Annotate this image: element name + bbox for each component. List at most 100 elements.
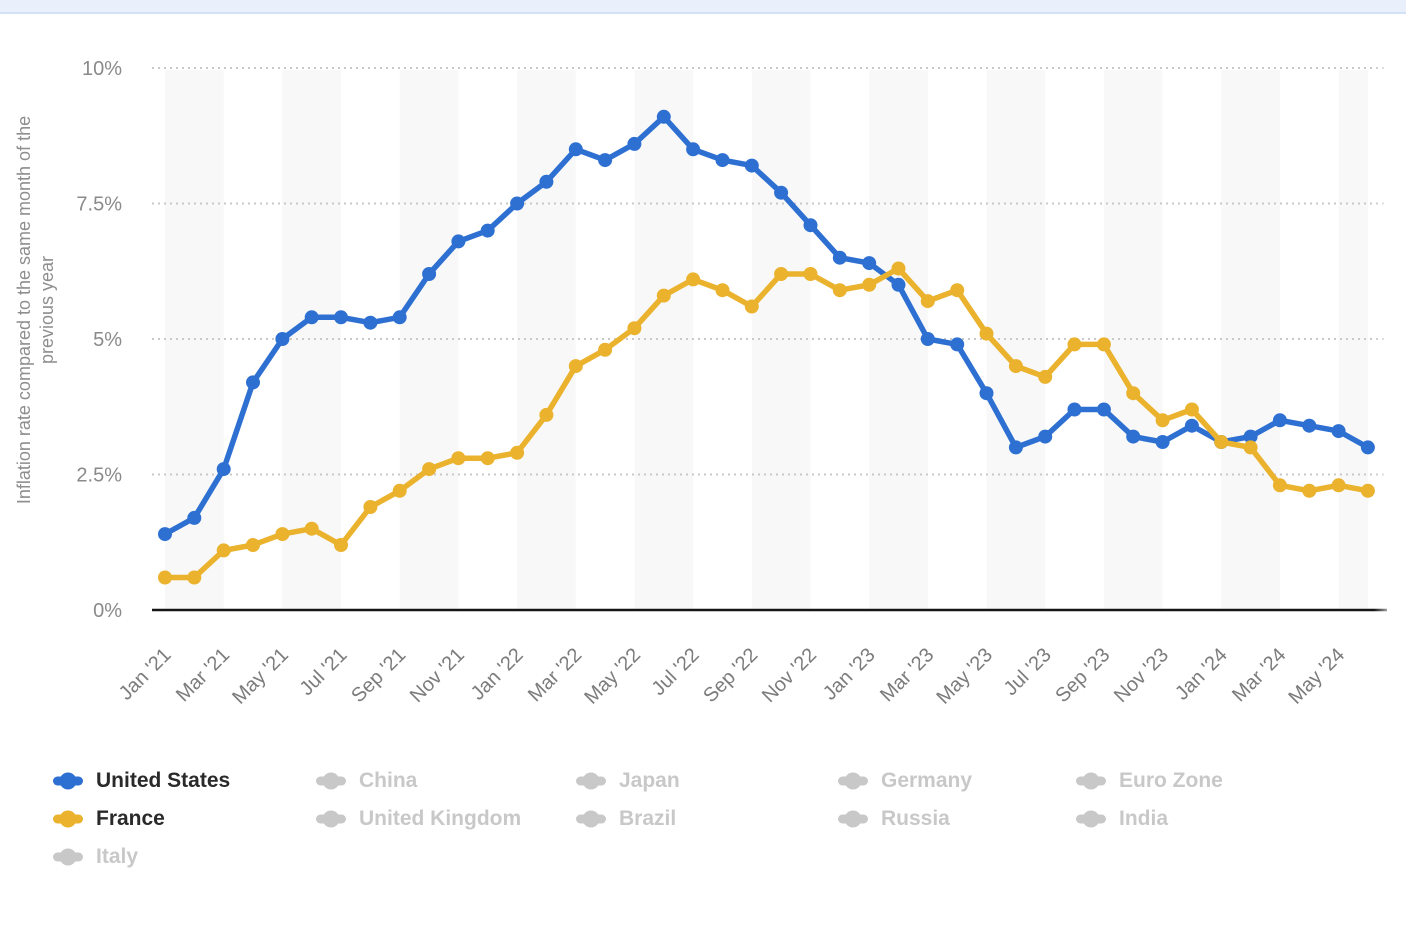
france-point[interactable] xyxy=(627,321,642,336)
france-point[interactable] xyxy=(568,359,583,374)
united-states-point[interactable] xyxy=(1038,429,1053,444)
legend-item-united-kingdom[interactable]: United Kingdom xyxy=(315,806,521,832)
legend-item-france[interactable]: France xyxy=(52,806,165,832)
united-states-point[interactable] xyxy=(1067,402,1082,417)
france-point[interactable] xyxy=(1331,478,1346,493)
legend-item-china[interactable]: China xyxy=(315,768,417,794)
france-point[interactable] xyxy=(1272,478,1287,493)
france-point[interactable] xyxy=(363,500,378,514)
france-point[interactable] xyxy=(275,527,290,542)
united-states-point[interactable] xyxy=(1360,440,1375,455)
france-point[interactable] xyxy=(1155,413,1170,428)
france-point[interactable] xyxy=(1038,369,1053,384)
legend-item-india[interactable]: India xyxy=(1075,806,1168,832)
france-point[interactable] xyxy=(158,570,172,585)
united-states-point[interactable] xyxy=(891,277,906,292)
united-states-point[interactable] xyxy=(1184,418,1199,433)
france-point[interactable] xyxy=(832,283,847,298)
france-point[interactable] xyxy=(1214,435,1229,449)
france-point[interactable] xyxy=(451,451,466,466)
united-states-point[interactable] xyxy=(1302,418,1317,433)
united-states-point[interactable] xyxy=(715,153,730,168)
france-point[interactable] xyxy=(1184,402,1199,417)
united-states-point[interactable] xyxy=(568,142,583,157)
france-point[interactable] xyxy=(539,407,554,422)
united-states-point[interactable] xyxy=(1243,429,1258,444)
united-states-point[interactable] xyxy=(774,185,789,200)
legend-item-united-states[interactable]: United States xyxy=(52,768,230,794)
united-states-point[interactable] xyxy=(510,196,525,211)
united-states-point[interactable] xyxy=(246,375,260,390)
france-point[interactable] xyxy=(334,538,348,552)
united-states-point[interactable] xyxy=(304,310,319,325)
united-states-point[interactable] xyxy=(627,136,642,151)
france-point[interactable] xyxy=(1360,483,1375,498)
france-point[interactable] xyxy=(1096,337,1111,352)
legend-item-italy[interactable]: Italy xyxy=(52,844,138,870)
france-point[interactable] xyxy=(1126,386,1141,401)
france-point[interactable] xyxy=(392,483,407,498)
united-states-point[interactable] xyxy=(1008,440,1023,455)
united-states-point[interactable] xyxy=(275,332,290,346)
france-point[interactable] xyxy=(950,283,965,298)
united-states-point[interactable] xyxy=(158,527,172,542)
united-states-point[interactable] xyxy=(1096,402,1111,417)
legend-label: Italy xyxy=(96,845,139,868)
france-point[interactable] xyxy=(744,299,759,314)
united-states-point[interactable] xyxy=(686,142,701,157)
france-point[interactable] xyxy=(1067,337,1082,352)
united-states-point[interactable] xyxy=(363,315,378,330)
france-point[interactable] xyxy=(774,267,789,281)
france-point[interactable] xyxy=(920,294,935,309)
united-states-point[interactable] xyxy=(187,510,202,525)
france-point[interactable] xyxy=(216,543,231,558)
france-point[interactable] xyxy=(656,288,671,303)
france-point[interactable] xyxy=(1008,359,1023,374)
legend-item-brazil[interactable]: Brazil xyxy=(575,806,676,832)
series-united-states[interactable] xyxy=(158,109,1375,542)
united-states-point[interactable] xyxy=(392,310,407,325)
united-states-point[interactable] xyxy=(422,267,437,281)
united-states-point[interactable] xyxy=(1331,424,1346,439)
legend-item-russia[interactable]: Russia xyxy=(837,806,950,832)
united-states-point[interactable] xyxy=(950,337,965,352)
united-states-point[interactable] xyxy=(216,462,231,477)
legend-item-japan[interactable]: Japan xyxy=(575,768,680,794)
france-point[interactable] xyxy=(979,326,994,341)
legend-marker-icon xyxy=(53,810,83,828)
x-tick-label: May '22 xyxy=(580,644,645,709)
series-france[interactable] xyxy=(158,261,1375,585)
france-point[interactable] xyxy=(891,261,906,276)
france-point[interactable] xyxy=(187,570,202,585)
france-point[interactable] xyxy=(803,267,818,281)
united-states-point[interactable] xyxy=(920,332,935,346)
france-point[interactable] xyxy=(1243,440,1258,455)
france-point[interactable] xyxy=(510,445,525,460)
united-states-point[interactable] xyxy=(744,158,759,173)
united-states-point[interactable] xyxy=(979,386,994,401)
united-states-point[interactable] xyxy=(480,223,495,238)
france-point[interactable] xyxy=(304,521,319,536)
united-states-point[interactable] xyxy=(803,218,818,233)
legend-item-euro-zone[interactable]: Euro Zone xyxy=(1075,768,1223,794)
france-point[interactable] xyxy=(598,342,613,357)
united-states-point[interactable] xyxy=(862,256,877,271)
united-states-point[interactable] xyxy=(832,250,847,265)
united-states-point[interactable] xyxy=(1272,413,1287,428)
x-tick-label: Jan '24 xyxy=(1171,644,1232,705)
france-point[interactable] xyxy=(715,283,730,298)
united-states-point[interactable] xyxy=(451,234,466,249)
france-point[interactable] xyxy=(246,538,260,552)
france-point[interactable] xyxy=(1302,483,1317,498)
france-point[interactable] xyxy=(480,451,495,466)
united-states-point[interactable] xyxy=(598,153,613,168)
legend-item-germany[interactable]: Germany xyxy=(837,768,972,794)
united-states-point[interactable] xyxy=(1155,435,1170,449)
united-states-point[interactable] xyxy=(539,174,554,189)
united-states-point[interactable] xyxy=(1126,429,1141,444)
united-states-point[interactable] xyxy=(656,109,671,124)
france-point[interactable] xyxy=(686,272,701,287)
france-point[interactable] xyxy=(422,462,437,477)
united-states-point[interactable] xyxy=(334,310,348,325)
france-point[interactable] xyxy=(862,277,877,292)
